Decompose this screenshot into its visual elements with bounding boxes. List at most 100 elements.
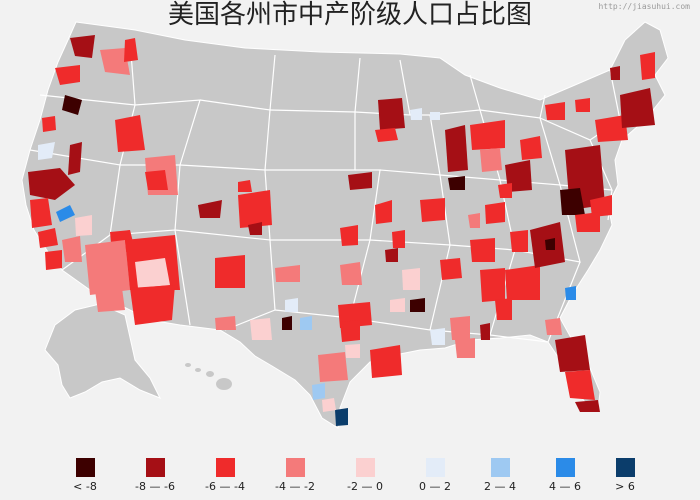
legend-swatch — [615, 458, 635, 477]
legend-swatch — [555, 458, 575, 477]
metro-region — [238, 190, 272, 228]
metro-region — [248, 222, 262, 235]
metro-region — [565, 286, 576, 300]
legend-label: 4 — 6 — [549, 480, 581, 493]
metro-region — [95, 288, 125, 312]
legend-item: -2 — 0 — [335, 458, 395, 493]
map-legend: < -8 -8 — -6 -6 — -4 -4 — -2 -2 — 0 0 — … — [50, 458, 660, 498]
metro-region — [392, 230, 405, 248]
legend-swatch — [355, 458, 375, 477]
metro-region — [70, 35, 95, 58]
metro-region — [300, 316, 312, 330]
metro-region — [335, 408, 348, 426]
legend-item: > 6 — [595, 458, 655, 493]
metro-region — [145, 170, 168, 190]
metro-region — [215, 316, 236, 330]
legend-swatch — [215, 458, 235, 477]
legend-item: 0 — 2 — [405, 458, 465, 493]
metro-region — [130, 285, 175, 325]
watermark: http://jiasuhui.com — [598, 2, 690, 11]
metro-region — [520, 136, 542, 160]
metro-region — [375, 128, 398, 142]
legend-swatch — [145, 458, 165, 477]
metro-region — [470, 120, 505, 150]
legend-item: 4 — 6 — [535, 458, 595, 493]
metro-region — [495, 298, 512, 320]
legend-swatch — [285, 458, 305, 477]
metro-region — [250, 318, 272, 340]
metro-region — [430, 328, 445, 345]
metro-region — [402, 268, 420, 290]
metro-region — [45, 250, 62, 270]
metro-region — [62, 236, 82, 262]
legend-item: -6 — -4 — [195, 458, 255, 493]
metro-region — [620, 88, 655, 128]
metro-region — [215, 255, 245, 288]
metro-region — [455, 338, 475, 358]
metro-region — [545, 102, 565, 120]
metro-region — [575, 98, 590, 112]
metro-region — [85, 240, 130, 295]
legend-label: 2 — 4 — [484, 480, 516, 493]
metro-region — [480, 268, 505, 302]
metro-region — [282, 316, 292, 330]
legend-label: -6 — -4 — [205, 480, 245, 493]
map-title: 美国各州市中产阶级人口占比图 — [167, 0, 532, 30]
metro-region — [42, 116, 56, 132]
metro-region — [590, 195, 612, 217]
metro-region — [575, 212, 600, 232]
legend-item: < -8 — [55, 458, 115, 493]
metro-region — [55, 65, 80, 85]
metro-region — [545, 238, 555, 250]
metro-region — [595, 115, 628, 142]
metro-region — [370, 345, 402, 378]
us-metro-map — [21, 21, 669, 429]
metro-region — [468, 213, 480, 228]
metro-region — [115, 115, 145, 152]
legend-label: -2 — 0 — [347, 480, 383, 493]
metro-region — [410, 298, 425, 312]
metro-region — [124, 38, 138, 62]
legend-swatch — [75, 458, 95, 477]
metro-region — [430, 112, 440, 120]
legend-label: -8 — -6 — [135, 480, 175, 493]
metro-region — [555, 335, 590, 372]
metro-region — [348, 172, 372, 190]
metro-region — [100, 48, 130, 75]
metro-region — [38, 228, 58, 248]
metro-region — [480, 148, 502, 172]
metro-region — [505, 265, 540, 300]
legend-label: -4 — -2 — [275, 480, 315, 493]
metro-region — [375, 200, 392, 224]
hawaii-landmass — [185, 363, 232, 390]
metro-region — [448, 176, 465, 190]
metro-region — [275, 265, 300, 282]
metro-region — [340, 262, 362, 285]
metro-region — [322, 398, 336, 412]
metro-region — [340, 225, 358, 246]
metro-region — [318, 352, 348, 382]
metro-areas — [28, 35, 655, 426]
metro-region — [470, 238, 495, 262]
legend-swatch — [490, 458, 510, 477]
metro-region — [312, 383, 325, 400]
metro-region — [198, 200, 222, 218]
metro-region — [75, 215, 92, 236]
metro-region — [450, 316, 470, 340]
metro-region — [135, 258, 170, 288]
metro-region — [340, 320, 360, 342]
metro-region — [565, 370, 595, 400]
metro-region — [640, 52, 655, 80]
metro-region — [480, 323, 490, 340]
metro-region — [390, 298, 405, 312]
metro-region — [510, 230, 528, 252]
legend-label: < -8 — [73, 480, 97, 493]
metro-region — [38, 142, 55, 160]
metro-region — [445, 125, 468, 172]
metro-region — [385, 248, 398, 262]
metro-region — [610, 66, 620, 80]
metro-region — [575, 400, 600, 412]
metro-region — [68, 142, 82, 175]
metro-region — [545, 318, 562, 335]
metro-region — [56, 205, 75, 222]
